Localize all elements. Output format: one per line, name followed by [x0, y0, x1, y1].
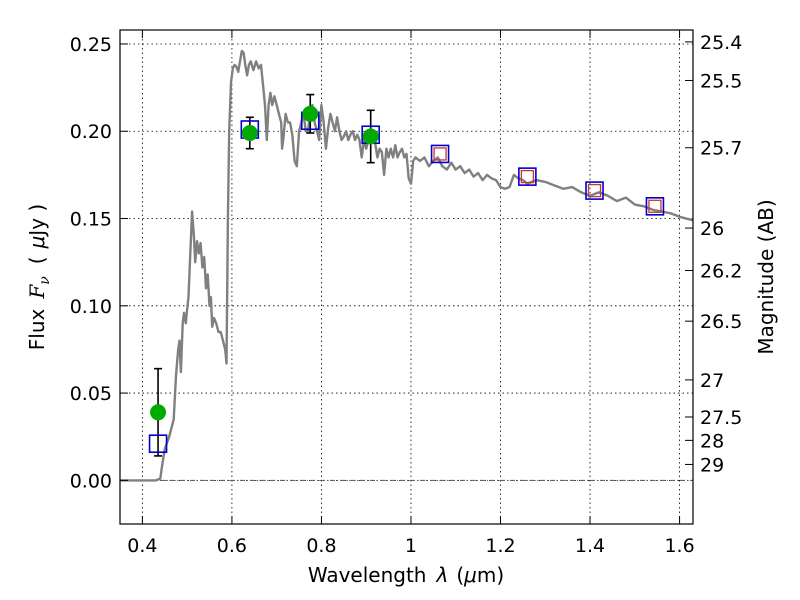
mag-tick-label: 26.2 [700, 260, 742, 282]
mag-tick-label: 26 [700, 218, 724, 240]
x-axis-label: Wavelength λ (μm) [308, 563, 504, 587]
model-photometry-square [430, 144, 450, 164]
model-photometry-square [585, 181, 604, 200]
x-tick-label: 1.4 [575, 535, 605, 557]
y-tick-label: 0.25 [70, 34, 112, 56]
predicted-photometry-square [520, 169, 535, 184]
observed-photometry-point [302, 105, 319, 122]
mag-tick-label: 25.4 [700, 32, 742, 54]
y-tick-label: 0.20 [70, 121, 112, 143]
x-tick-label: 1 [405, 535, 417, 557]
y-axis-label: FluxFν(μJy ) [25, 204, 53, 350]
predicted-photometry-square [433, 147, 447, 161]
x-tick-label: 0.6 [217, 535, 247, 557]
mag-tick-label: 29 [700, 454, 724, 476]
y-tick-label: 0.10 [70, 296, 112, 318]
mag-tick-label: 26.5 [700, 311, 742, 333]
model-photometry-square [518, 167, 537, 186]
predicted-photometry-square [648, 199, 662, 213]
y2-axis-label: Magnitude (AB) [754, 199, 778, 354]
x-tick-label: 1.2 [485, 535, 515, 557]
model-photometry-square [148, 434, 168, 454]
mag-tick-label: 28 [700, 430, 724, 452]
tick-labels: 0.4 0.6 0.8 1 1.2 1.4 1.6 0.00 0.05 0.10 0.15 0.20 0… [70, 32, 743, 557]
y-tick-label: 0.05 [70, 383, 112, 405]
mag-tick-label: 27.5 [700, 407, 742, 429]
x-tick-label: 0.4 [127, 535, 157, 557]
x-tick-label: 1.6 [664, 535, 694, 557]
plot-area [120, 49, 694, 482]
y-tick-label: 0.00 [70, 470, 112, 492]
model-photometry-square [645, 197, 665, 216]
x-tick-label: 0.8 [306, 535, 336, 557]
predicted-photometry-square [587, 183, 602, 198]
sed-model-curve [120, 49, 694, 482]
observed-photometry-point [150, 404, 167, 421]
observed-photometry-point [362, 128, 379, 145]
y-tick-label: 0.15 [70, 209, 112, 231]
tick-marks [120, 30, 693, 524]
mag-tick-label: 25.5 [700, 70, 742, 92]
mag-tick-label: 25.7 [700, 138, 742, 160]
observed-photometry-point [241, 124, 258, 141]
axes-frame [119, 29, 694, 525]
mag-tick-label: 27 [700, 370, 724, 392]
